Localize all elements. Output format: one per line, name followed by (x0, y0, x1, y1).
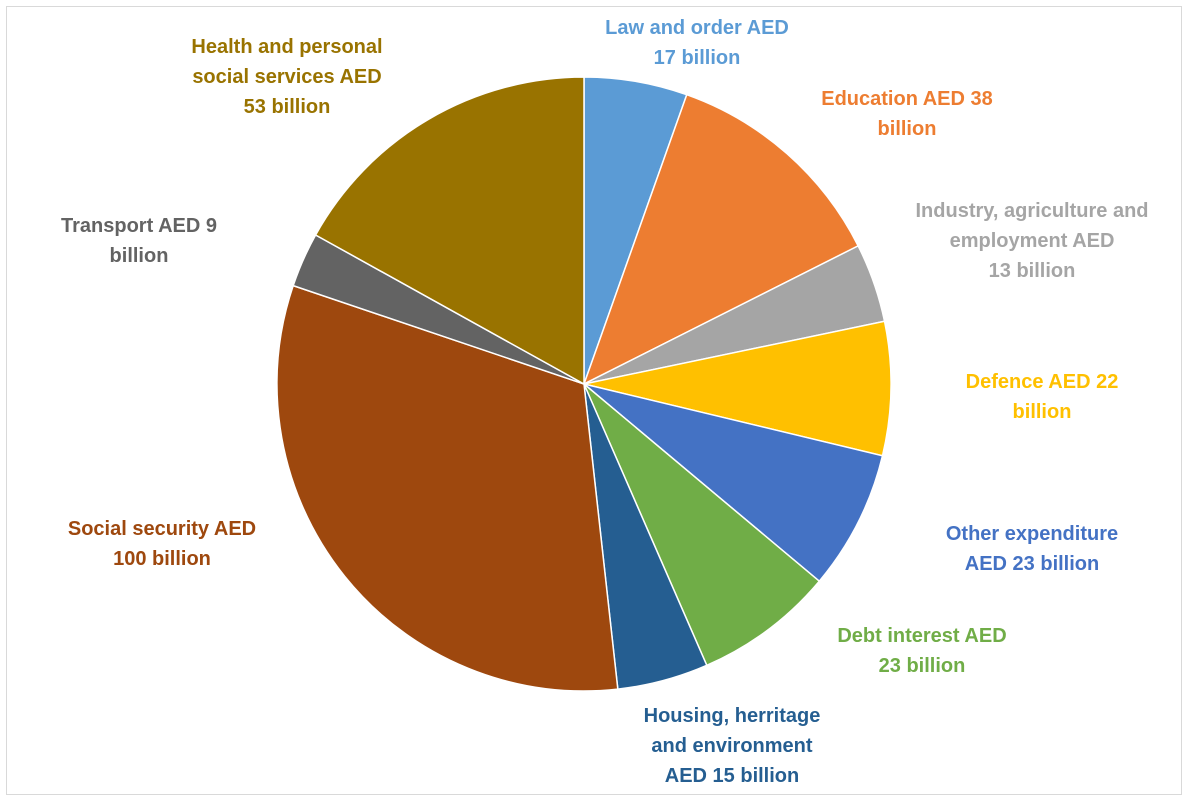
pie-slice-other-expenditure (583, 383, 884, 583)
label-law-and-order: Law and order AED 17 billion (605, 17, 789, 69)
pie-slice-defence (583, 320, 892, 457)
label-industry-agriculture-employment: Industry, agriculture and employment AED 1… (915, 200, 1149, 282)
pie-chart (276, 76, 892, 692)
label-debt-interest: Debt interest AED 23 billion (837, 625, 1007, 677)
label-other-expenditure: Other expenditure AED 23 billion (945, 523, 1119, 575)
pie-slice-debt-interest (583, 383, 821, 667)
label-social-security: Social security AED 100 billion (67, 518, 257, 570)
label-housing-heritage-environment: Housing, herritage and environment AED 15 … (643, 705, 821, 787)
label-health-personal-social-services: Health and personal social services AED 53… (191, 36, 383, 118)
pie-slice-social-security (276, 284, 619, 692)
label-transport: Transport AED 9 billion (61, 215, 217, 267)
label-defence: Defence AED 22 billion (965, 371, 1119, 423)
chart-frame: Law and order AED 17 billion Education AE… (6, 6, 1182, 795)
label-education: Education AED 38 billion (821, 88, 993, 140)
pie-slice-education (582, 93, 860, 386)
pie-slice-health-and-personal-social-services (314, 76, 585, 386)
